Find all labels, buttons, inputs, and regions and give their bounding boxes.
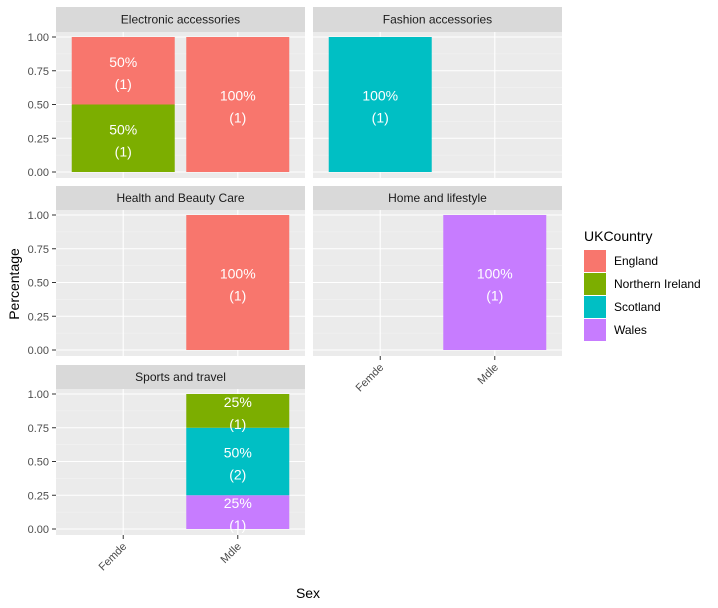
x-tick-label: Mdle (476, 362, 501, 387)
facet-strip-title: Electronic accessories (121, 13, 240, 27)
facet-strip-title: Sports and travel (135, 370, 226, 384)
bar-percent-label: 100% (477, 266, 513, 282)
bar-count-label: (1) (229, 110, 246, 126)
facet-strip (313, 7, 562, 32)
bar-percent-label: 100% (220, 266, 256, 282)
bar-segment (71, 104, 175, 172)
facet-strip (313, 186, 562, 210)
x-tick-label: Femde (97, 541, 130, 574)
y-tick-label: 1.00 (28, 210, 49, 222)
legend-label: England (614, 254, 658, 268)
bar-percent-label: 50% (224, 445, 252, 461)
y-tick-label: 0.50 (28, 457, 49, 469)
y-tick-label: 0.25 (28, 133, 49, 145)
bar-count-label: (1) (229, 416, 246, 432)
legend-key (584, 319, 606, 341)
legend-label: Northern Ireland (614, 277, 701, 291)
bar-count-label: (2) (229, 467, 246, 483)
legend-key (584, 296, 606, 318)
bar-segment (443, 215, 547, 350)
bar-percent-label: 25% (224, 394, 252, 410)
y-tick-label: 1.00 (28, 32, 49, 44)
y-tick-label: 0.50 (28, 100, 49, 112)
y-tick-label: 0.00 (28, 524, 49, 536)
legend-label: Scotland (614, 300, 661, 314)
facet-strip (56, 186, 305, 210)
y-tick-label: 0.75 (28, 423, 49, 435)
y-tick-label: 0.25 (28, 311, 49, 323)
bar-count-label: (1) (229, 288, 246, 304)
bar-count-label: (1) (115, 76, 132, 92)
y-tick-label: 0.00 (28, 345, 49, 357)
facet-strip (56, 365, 305, 389)
facet-panel: Sports and travel 0.00 0.25 0.50 0.75 1.00 25%… (28, 365, 305, 536)
bar-count-label: (1) (115, 143, 132, 159)
bar-segment (186, 495, 290, 529)
y-tick-label: 0.25 (28, 490, 49, 502)
bar-count-label: (1) (372, 110, 389, 126)
facet-strip-title: Health and Beauty Care (116, 191, 244, 205)
y-tick-label: 0.50 (28, 278, 49, 290)
legend: UKCountry England Northern Ireland Scotlan… (584, 228, 701, 341)
y-tick-label: 0.75 (28, 66, 49, 78)
y-tick-label: 1.00 (28, 389, 49, 401)
facet-panel: Health and Beauty Care 0.00 0.25 0.50 0.75 1.… (28, 186, 305, 357)
bar-percent-label: 100% (362, 88, 398, 104)
y-tick-label: 0.75 (28, 244, 49, 256)
x-axis-title: Sex (296, 585, 320, 601)
x-tick-label: Femde (354, 362, 387, 395)
bar-count-label: (1) (486, 288, 503, 304)
bar-segment (186, 215, 290, 350)
x-tick-label: Mdle (219, 541, 244, 566)
bar-segment (186, 394, 290, 428)
bar-segment (328, 37, 432, 172)
y-tick-label: 0.00 (28, 167, 49, 179)
facet-panel: Home and lifestyle 100% (1) (313, 186, 562, 356)
facet-panel: Electronic accessories 0.00 0.25 0.50 0.75 1.… (28, 7, 305, 179)
bar-percent-label: 50% (109, 54, 137, 70)
bar-percent-label: 25% (224, 495, 252, 511)
facet-panels: Electronic accessories 0.00 0.25 0.50 0.75 1.… (28, 7, 562, 536)
legend-entries: England Northern Ireland Scotland Wales (584, 250, 701, 341)
facet-strip-title: Home and lifestyle (388, 191, 487, 205)
facet-strip (56, 7, 305, 32)
legend-key (584, 250, 606, 272)
legend-title: UKCountry (584, 228, 652, 244)
bar-segment (186, 37, 290, 172)
bar-percent-label: 100% (220, 88, 256, 104)
bar-count-label: (1) (229, 517, 246, 533)
bar-segment (186, 427, 290, 496)
facet-strip-title: Fashion accessories (383, 13, 492, 27)
facet-panel: Fashion accessories 100% (1) (313, 7, 562, 178)
bar-percent-label: 50% (109, 121, 137, 137)
bar-segment (71, 37, 175, 105)
legend-label: Wales (614, 323, 647, 337)
y-axis-title: Percentage (6, 248, 22, 320)
legend-key (584, 273, 606, 295)
